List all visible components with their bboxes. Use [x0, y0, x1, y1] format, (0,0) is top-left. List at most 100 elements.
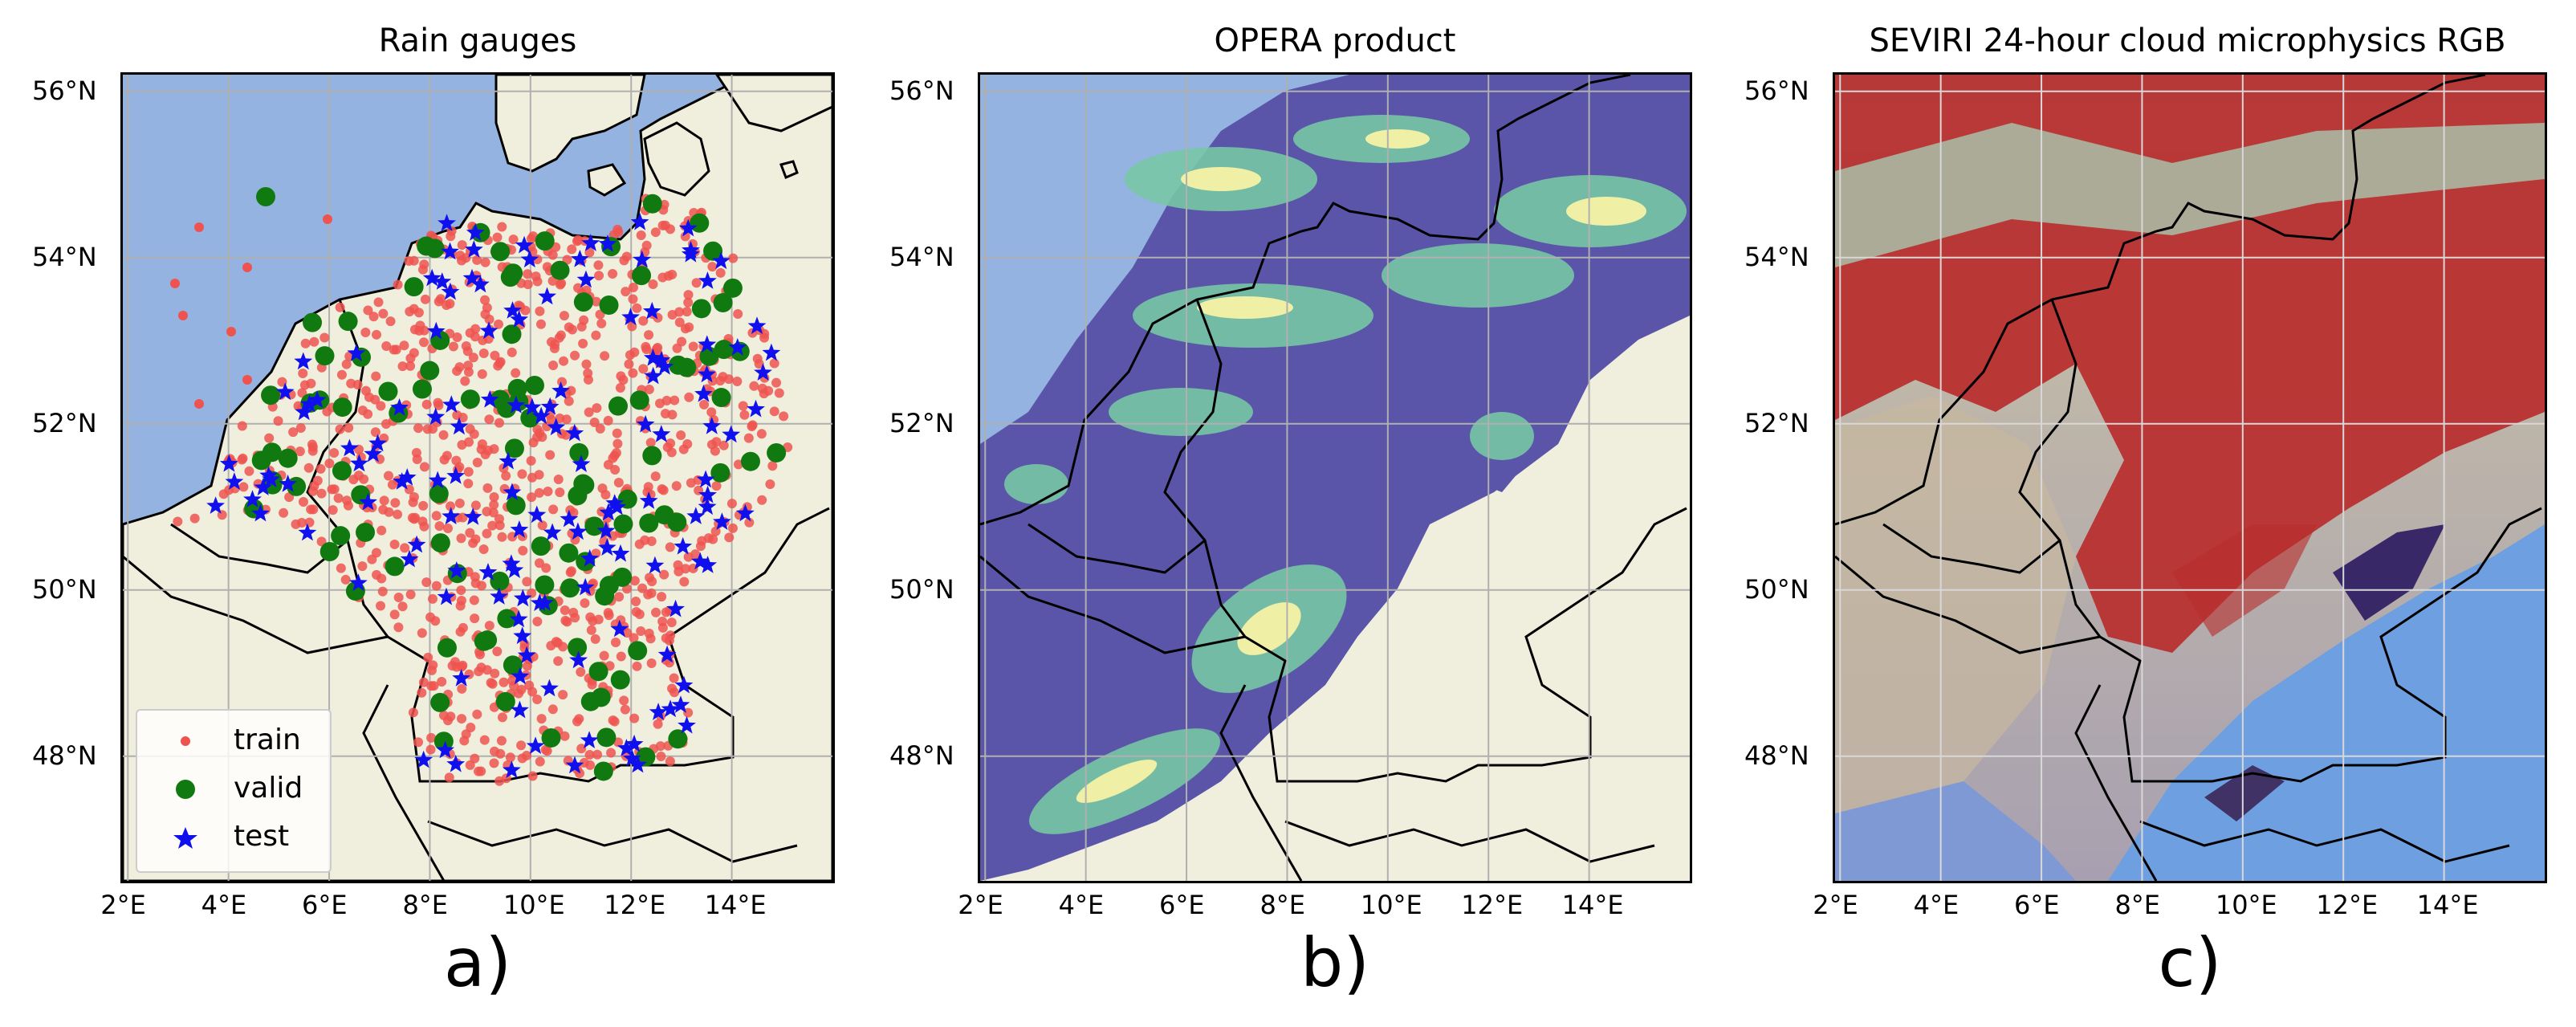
test-gauge-point	[480, 389, 499, 408]
train-gauge-point	[726, 499, 737, 509]
test-gauge-point	[657, 645, 677, 663]
x-tick-label: 14°E	[2416, 890, 2479, 920]
train-gauge-point	[417, 687, 427, 698]
valid-gauge-point	[474, 631, 494, 651]
train-gauge-point	[728, 253, 739, 263]
test-gauge-point	[517, 646, 536, 664]
train-gauge-point	[600, 351, 610, 361]
train-gauge-point	[522, 750, 532, 760]
x-tick-label: 2°E	[100, 890, 146, 920]
valid-gauge-point	[636, 747, 656, 767]
train-gauge-point	[472, 709, 482, 719]
valid-gauge-point	[668, 355, 688, 375]
train-gauge-point	[711, 437, 722, 447]
y-tick-label: 56°N	[32, 75, 97, 106]
seviri-rgb-map	[1833, 72, 2547, 883]
test-gauge-point	[422, 268, 442, 287]
train-gauge-point	[684, 392, 694, 402]
train-gauge-point	[638, 316, 649, 326]
train-gauge-point	[405, 589, 416, 600]
train-gauge-point	[743, 433, 754, 443]
valid-gauges	[244, 187, 787, 781]
test-gauge-point	[275, 382, 295, 401]
train-gauge-point	[442, 524, 453, 534]
train-gauge-point	[615, 382, 625, 393]
train-gauge-point	[643, 589, 653, 600]
train-gauge-point	[393, 279, 403, 290]
train-gauge-point	[316, 488, 327, 499]
train-gauge-point	[613, 737, 624, 748]
train-gauge-point	[613, 478, 624, 488]
valid-gauge-point	[507, 378, 527, 398]
test-gauge-point	[572, 454, 591, 472]
train-gauge-point	[656, 751, 666, 761]
valid-gauge-point	[612, 567, 633, 587]
train-gauge-point	[707, 262, 718, 272]
train-gauge-point	[586, 625, 596, 635]
train-gauge-point	[691, 278, 702, 288]
train-gauge-point	[194, 222, 204, 232]
train-gauge-point	[667, 309, 678, 320]
train-gauge-point	[378, 308, 389, 319]
train-gauge-point	[583, 374, 593, 385]
valid-gauge-point	[497, 609, 517, 629]
train-gauge-point	[308, 504, 319, 515]
train-gauge-point	[560, 615, 571, 626]
valid-gauge-point	[356, 522, 376, 542]
train-gauge-point	[591, 330, 601, 340]
train-gauge-point	[433, 397, 443, 408]
train-gauge-point	[480, 257, 490, 267]
train-gauge-point	[442, 450, 452, 461]
train-gauge-point	[242, 263, 252, 272]
train-gauge-point	[553, 656, 564, 666]
panel-c-title: SEVIRI 24-hour cloud microphysics RGB	[1869, 22, 2506, 59]
train-gauge-point	[170, 279, 180, 288]
train-gauge-point	[660, 409, 670, 419]
valid-gauge-point	[412, 379, 432, 399]
valid-gauge-point	[404, 277, 424, 297]
train-gauge-point	[644, 628, 654, 638]
train-gauge-point	[584, 247, 595, 258]
train-gauge-point	[346, 378, 356, 389]
train-gauge-point	[300, 338, 311, 348]
train-gauge-point	[578, 338, 588, 348]
train-gauge-point	[363, 305, 373, 316]
valid-gauge-point	[628, 641, 648, 661]
x-tick-label: 8°E	[402, 890, 449, 920]
test-gauge-point	[243, 490, 262, 507]
train-gauge-point	[774, 388, 784, 398]
valid-gauge-point	[503, 263, 523, 283]
train-gauge-point	[389, 539, 400, 549]
train-gauge-point	[457, 683, 467, 694]
train-gauge-point	[379, 495, 389, 506]
valid-gauge-point	[568, 638, 588, 658]
test-gauge-point	[390, 398, 409, 416]
valid-gauge-point	[430, 692, 450, 712]
test-gauge-point	[644, 366, 663, 385]
train-gauge-point	[613, 227, 624, 238]
train-gauge-point	[409, 348, 419, 358]
train-gauge-point	[442, 300, 452, 311]
train-gauge-point	[328, 505, 338, 516]
test-gauge-point	[543, 523, 562, 541]
train-gauge-point	[653, 719, 663, 729]
train-gauge-point	[609, 716, 620, 727]
test-gauge-point	[540, 397, 560, 415]
train-gauge-point	[767, 461, 778, 471]
test-gauge-point	[502, 554, 521, 572]
valid-gauge-point	[767, 442, 787, 463]
test-gauge-point	[580, 548, 600, 567]
train-gauge-point	[564, 396, 574, 406]
train-gauge-point	[429, 681, 439, 691]
train-gauge-point	[490, 668, 500, 679]
train-gauge-point	[505, 752, 515, 763]
train-gauge-point	[482, 483, 493, 493]
valid-gauge-point	[338, 312, 358, 332]
train-gauge-point	[454, 362, 465, 373]
train-gauge-point	[404, 255, 414, 266]
legend-item-test: test	[137, 815, 330, 860]
train-gauge-point	[757, 383, 767, 393]
train-gauge-point	[340, 574, 351, 585]
test-gauge-point	[479, 321, 499, 339]
test-gauge-point	[702, 417, 722, 434]
